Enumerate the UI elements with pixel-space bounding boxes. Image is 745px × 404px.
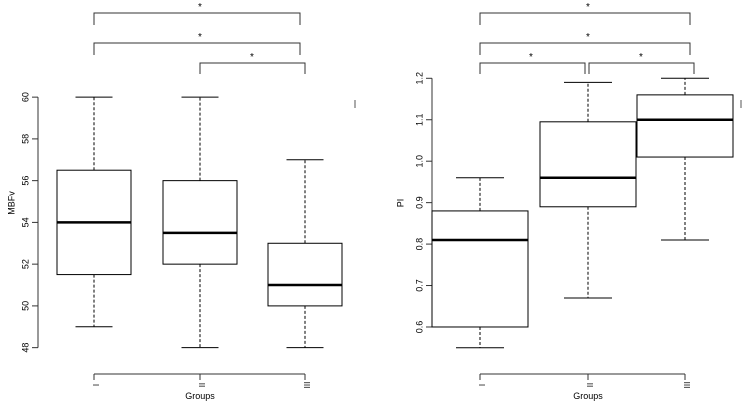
significance-bracket bbox=[588, 62, 695, 74]
x-axis-label: Groups bbox=[185, 391, 215, 401]
x-axis-label: Groups bbox=[573, 391, 603, 401]
significance-star: * bbox=[586, 2, 590, 13]
y-tick-label: 52 bbox=[20, 259, 30, 269]
y-tick-label: 60 bbox=[20, 92, 30, 102]
box-group-I bbox=[431, 177, 529, 349]
iqr-box bbox=[539, 121, 637, 208]
box-group-III bbox=[636, 77, 734, 241]
y-tick-label: 1.1 bbox=[414, 113, 424, 126]
y-tick-label: 50 bbox=[20, 301, 30, 311]
significance-star: * bbox=[198, 2, 202, 13]
y-tick-label: 0.9 bbox=[414, 196, 424, 209]
y-tick-label: 0.8 bbox=[414, 238, 424, 251]
significance-bracket bbox=[199, 62, 306, 74]
iqr-box bbox=[162, 180, 238, 265]
y-axis-label: MBFv bbox=[6, 191, 16, 215]
iqr-box bbox=[636, 94, 734, 158]
significance-star: * bbox=[586, 32, 590, 43]
x-tick-label: III bbox=[683, 382, 692, 389]
significance-star: * bbox=[639, 52, 643, 63]
significance-bracket bbox=[479, 42, 691, 55]
y-tick-label: 0.7 bbox=[414, 279, 424, 292]
box-group-I bbox=[56, 96, 132, 328]
y-tick-label: 54 bbox=[20, 217, 30, 227]
x-tick-label: I bbox=[92, 384, 101, 386]
y-axis-label: PI bbox=[395, 199, 405, 208]
x-tick-label: III bbox=[303, 382, 312, 389]
box-group-III bbox=[267, 159, 343, 349]
x-tick-label: II bbox=[586, 383, 595, 387]
significance-bracket bbox=[93, 12, 301, 25]
y-tick-label: 56 bbox=[20, 176, 30, 186]
iqr-box bbox=[431, 210, 529, 328]
significance-bracket bbox=[479, 62, 586, 74]
significance-bracket bbox=[93, 42, 301, 55]
y-tick-label: 0.6 bbox=[414, 321, 424, 334]
y-tick-label: 1.0 bbox=[414, 155, 424, 168]
x-tick-label: I bbox=[478, 384, 487, 386]
box-group-II bbox=[539, 81, 637, 299]
y-tick-label: 48 bbox=[20, 343, 30, 353]
y-tick-label: 1.2 bbox=[414, 72, 424, 85]
significance-star: * bbox=[250, 52, 254, 63]
significance-star: * bbox=[198, 32, 202, 43]
x-tick-label: II bbox=[198, 383, 207, 387]
y-tick-label: 58 bbox=[20, 134, 30, 144]
box-group-II bbox=[162, 96, 238, 349]
significance-star: * bbox=[529, 52, 533, 63]
iqr-box bbox=[267, 242, 343, 307]
significance-bracket bbox=[479, 12, 691, 25]
